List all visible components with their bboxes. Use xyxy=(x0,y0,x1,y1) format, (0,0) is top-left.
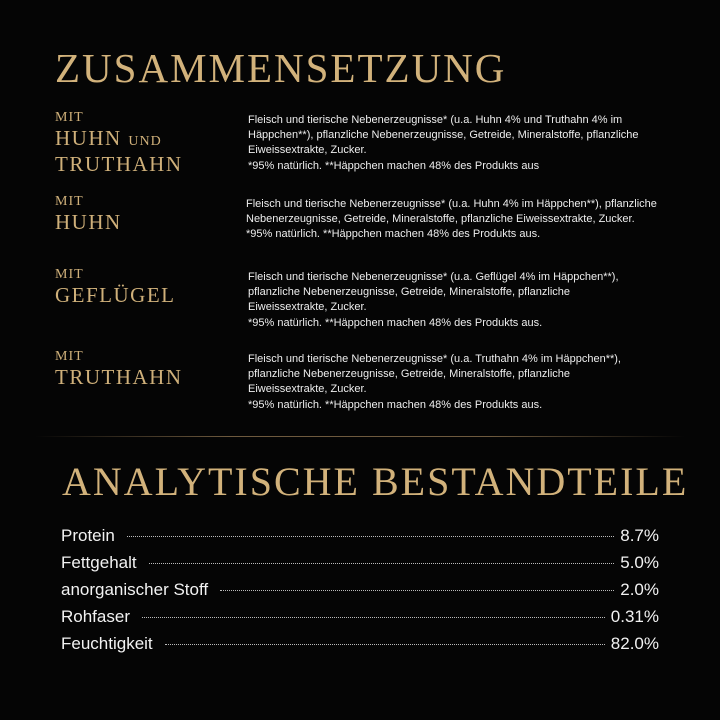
row-value: 8.7% xyxy=(620,526,659,545)
description-line: *95% natürlich. **Häppchen machen 48% de… xyxy=(246,228,541,241)
analysis-row: Fettgehalt 5.0% xyxy=(61,553,659,580)
variant-mit: MIT xyxy=(55,194,84,209)
description-line: Eiweissextrakte, Zucker. xyxy=(248,301,367,314)
analysis-table: Protein 8.7% Fettgehalt 5.0% anorganischer… xyxy=(61,526,659,661)
variant-label: MIT GEFLÜGEL xyxy=(55,266,176,306)
dot-leader xyxy=(148,563,615,564)
description-line: Fleisch und tierische Nebenerzeugnisse* … xyxy=(248,114,623,126)
variant-description: Fleisch und tierische Nebenerzeugnisse* … xyxy=(246,197,657,243)
variant-name: HUHN xyxy=(55,210,122,234)
row-value: 2.0% xyxy=(620,580,659,599)
variant-name-b: TRUTHAHN xyxy=(55,152,183,176)
description-line: *95% natürlich. **Häppchen machen 48% de… xyxy=(248,159,540,172)
variant-name: TRUTHAHN xyxy=(55,365,183,389)
composition-title: ZUSAMMENSETZUNG xyxy=(55,45,507,91)
row-value: 5.0% xyxy=(620,553,659,572)
variant-mit: MIT xyxy=(55,349,84,364)
variant-mit: MIT xyxy=(55,110,84,125)
description-line: *95% natürlich. **Häppchen machen 48% de… xyxy=(248,316,543,329)
analysis-row: Rohfaser 0.31% xyxy=(61,607,659,634)
dot-leader xyxy=(220,590,615,591)
variant-und: UND xyxy=(128,134,162,149)
description-line: Eiweissextrakte, Zucker. xyxy=(248,383,367,396)
variant-name-a: HUHN xyxy=(55,126,122,150)
row-label: Fettgehalt xyxy=(61,553,137,572)
description-line: Nebenerzeugnisse, Getreide, Mineralstoff… xyxy=(246,213,635,226)
analysis-row: anorganischer Stoff 2.0% xyxy=(61,580,659,607)
description-line: pflanzliche Nebenerzeugnisse, Getreide, … xyxy=(248,368,571,381)
analysis-row: Protein 8.7% xyxy=(61,526,659,553)
description-line: Fleisch und tierische Nebenerzeugnisse* … xyxy=(248,353,621,365)
description-line: Eiweissextrakte, Zucker. xyxy=(248,144,367,157)
section-divider xyxy=(35,436,685,437)
variant-description: Fleisch und tierische Nebenerzeugnisse* … xyxy=(248,113,639,174)
dot-leader xyxy=(141,617,605,618)
description-line: *95% natürlich. **Häppchen machen 48% de… xyxy=(248,398,543,411)
dot-leader xyxy=(126,536,615,537)
description-line: Fleisch und tierische Nebenerzeugnisse* … xyxy=(246,198,657,210)
description-line: Häppchen**), pflanzliche Nebenerzeugniss… xyxy=(248,129,639,142)
row-value: 0.31% xyxy=(610,607,659,626)
analysis-title: ANALYTISCHE BESTANDTEILE xyxy=(62,459,689,504)
row-value: 82.0% xyxy=(610,634,659,653)
variant-description: Fleisch und tierische Nebenerzeugnisse* … xyxy=(248,270,619,331)
row-label: Feuchtigkeit xyxy=(61,634,153,653)
analysis-row: Feuchtigkeit 82.0% xyxy=(61,634,659,661)
description-line: Fleisch und tierische Nebenerzeugnisse* … xyxy=(248,271,619,283)
variant-label: MIT HUHN xyxy=(55,193,122,233)
variant-label: MIT HUHN UND TRUTHAHN xyxy=(55,109,183,175)
row-label: Rohfaser xyxy=(61,607,130,626)
dot-leader xyxy=(164,644,605,645)
variant-name: GEFLÜGEL xyxy=(55,283,176,307)
description-line: pflanzliche Nebenerzeugnisse, Getreide, … xyxy=(248,286,571,299)
row-label: anorganischer Stoff xyxy=(61,580,209,599)
variant-description: Fleisch und tierische Nebenerzeugnisse* … xyxy=(248,352,621,413)
variant-mit: MIT xyxy=(55,267,84,282)
row-label: Protein xyxy=(61,526,115,545)
variant-label: MIT TRUTHAHN xyxy=(55,348,183,388)
